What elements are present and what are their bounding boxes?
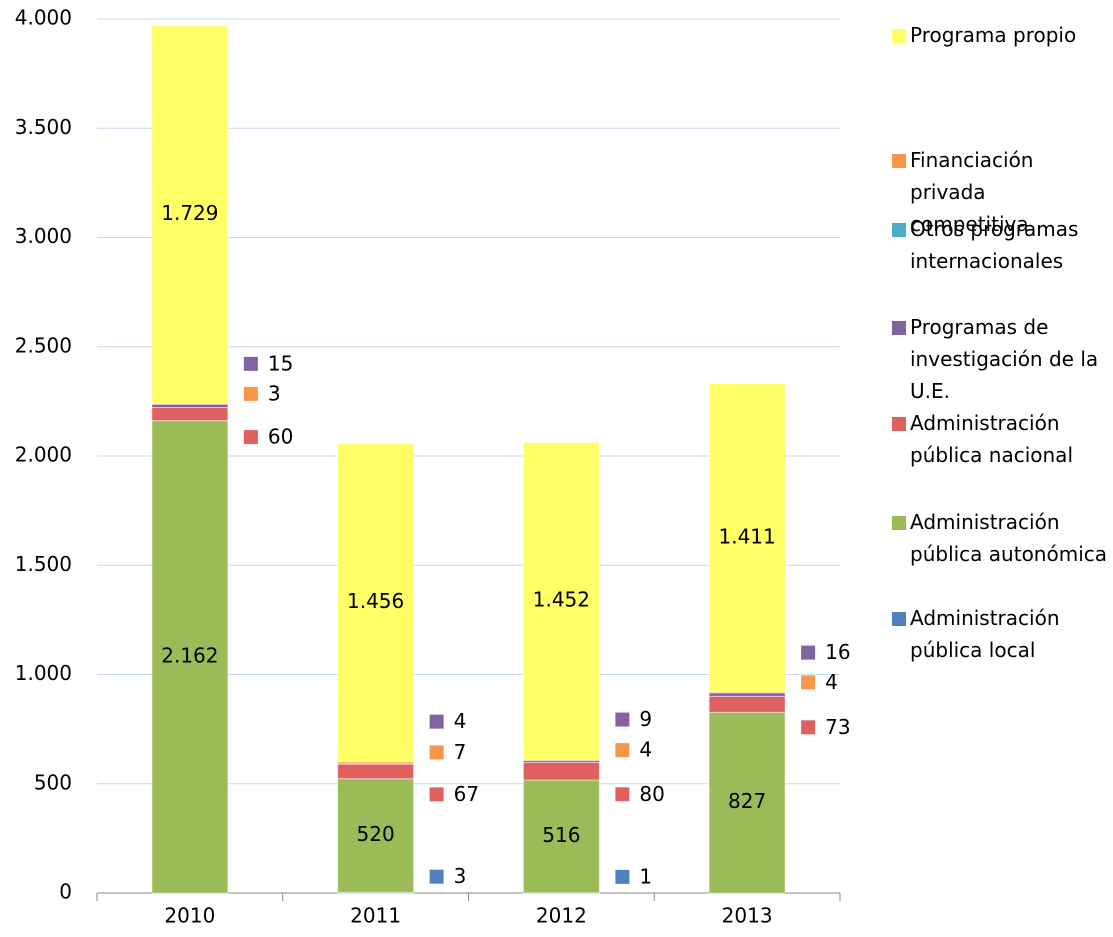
data-label: 15 [268,351,293,375]
x-tick-label: 2012 [536,904,587,928]
data-label: 516 [542,823,580,847]
label-marker [429,745,444,760]
y-tick-label: 2.500 [15,333,72,357]
data-label: 3 [268,381,281,405]
x-tick-label: 2013 [722,904,773,928]
legend-item: Otros programas internacionales [888,213,1108,277]
legend-label: Administración pública local [910,606,1060,662]
y-tick-label: 3.000 [15,224,72,248]
data-label: 1.729 [161,201,218,225]
data-label: 9 [639,707,652,731]
data-label: 3 [454,864,467,888]
data-label: 73 [825,715,850,739]
legend-swatch [892,612,906,626]
legend-label: Administración pública nacional [910,411,1073,467]
legend-label: Administración pública autonómica [910,510,1108,566]
legend-swatch [892,29,906,43]
data-label: 80 [639,782,664,806]
bar-segment [708,383,786,693]
legend-item: Financiación privada competitiva [888,144,1108,240]
label-marker [243,356,258,371]
bar-segment [708,711,786,894]
x-tick-label: 2011 [350,904,401,928]
label-marker [801,720,816,735]
data-label: 4 [825,670,838,694]
bar-segment [522,762,600,781]
label-marker [615,787,630,802]
data-label: 4 [454,709,467,733]
bar-segment [708,695,786,713]
data-label: 2.162 [161,643,218,667]
legend-label: Otros programas internacionales [910,217,1079,273]
label-marker [615,869,630,884]
legend-label: Programa propio [910,23,1077,47]
data-label: 1.452 [533,588,590,612]
legend-swatch [892,223,906,237]
legend-item: Programas de investigación de la U.E. [888,311,1108,407]
bar-segment [708,692,786,697]
bar-segment [337,763,415,780]
chart: 0 500 1.000 1.500 2.000 2.500 3.000 3.500 4.000 2… [15,6,851,928]
data-label: 7 [454,740,467,764]
y-tick-label: 4.000 [15,6,72,30]
label-marker [801,645,816,660]
legend-item: Administración pública autonómica [888,506,1108,570]
y-tick-label: 0 [59,880,72,904]
legend-label: Programas de investigación de la U.E. [910,315,1099,403]
legend-label: Financiación privada competitiva [910,148,1034,236]
label-marker [429,787,444,802]
legend-item: Administración pública nacional [888,407,1108,471]
label-marker [615,712,630,727]
legend-swatch [892,417,906,431]
label-marker [243,386,258,401]
bar-segment [337,778,415,893]
data-label: 1.411 [718,524,775,548]
data-label: 1.456 [347,589,404,613]
data-label: 1 [639,864,652,888]
legend-swatch [892,321,906,335]
legend-item: Programa propio [888,19,1108,51]
label-marker [429,714,444,729]
legend-item: Administración pública local [888,602,1108,666]
data-label: 67 [454,782,479,806]
label-marker [801,675,816,690]
y-tick-label: 1.500 [15,552,72,576]
y-tick-label: 500 [34,770,72,794]
bar-segment [337,443,415,763]
y-tick-label: 2.000 [15,443,72,467]
data-label: 16 [825,640,850,664]
data-label: 520 [357,822,395,846]
label-marker [243,430,258,445]
y-tick-label: 3.500 [15,115,72,139]
bar-segment [522,779,600,894]
legend-swatch [892,154,906,168]
bar-segment [151,406,229,422]
data-label: 4 [639,738,652,762]
data-label: 60 [268,425,293,449]
y-tick-label: 1.000 [15,661,72,685]
bar-segment [151,420,229,894]
label-marker [429,869,444,884]
bar-segment [151,25,229,405]
legend-swatch [892,516,906,530]
data-label: 827 [728,789,766,813]
x-tick-label: 2010 [164,904,215,928]
bar-segment [522,441,600,761]
label-marker [615,743,630,758]
